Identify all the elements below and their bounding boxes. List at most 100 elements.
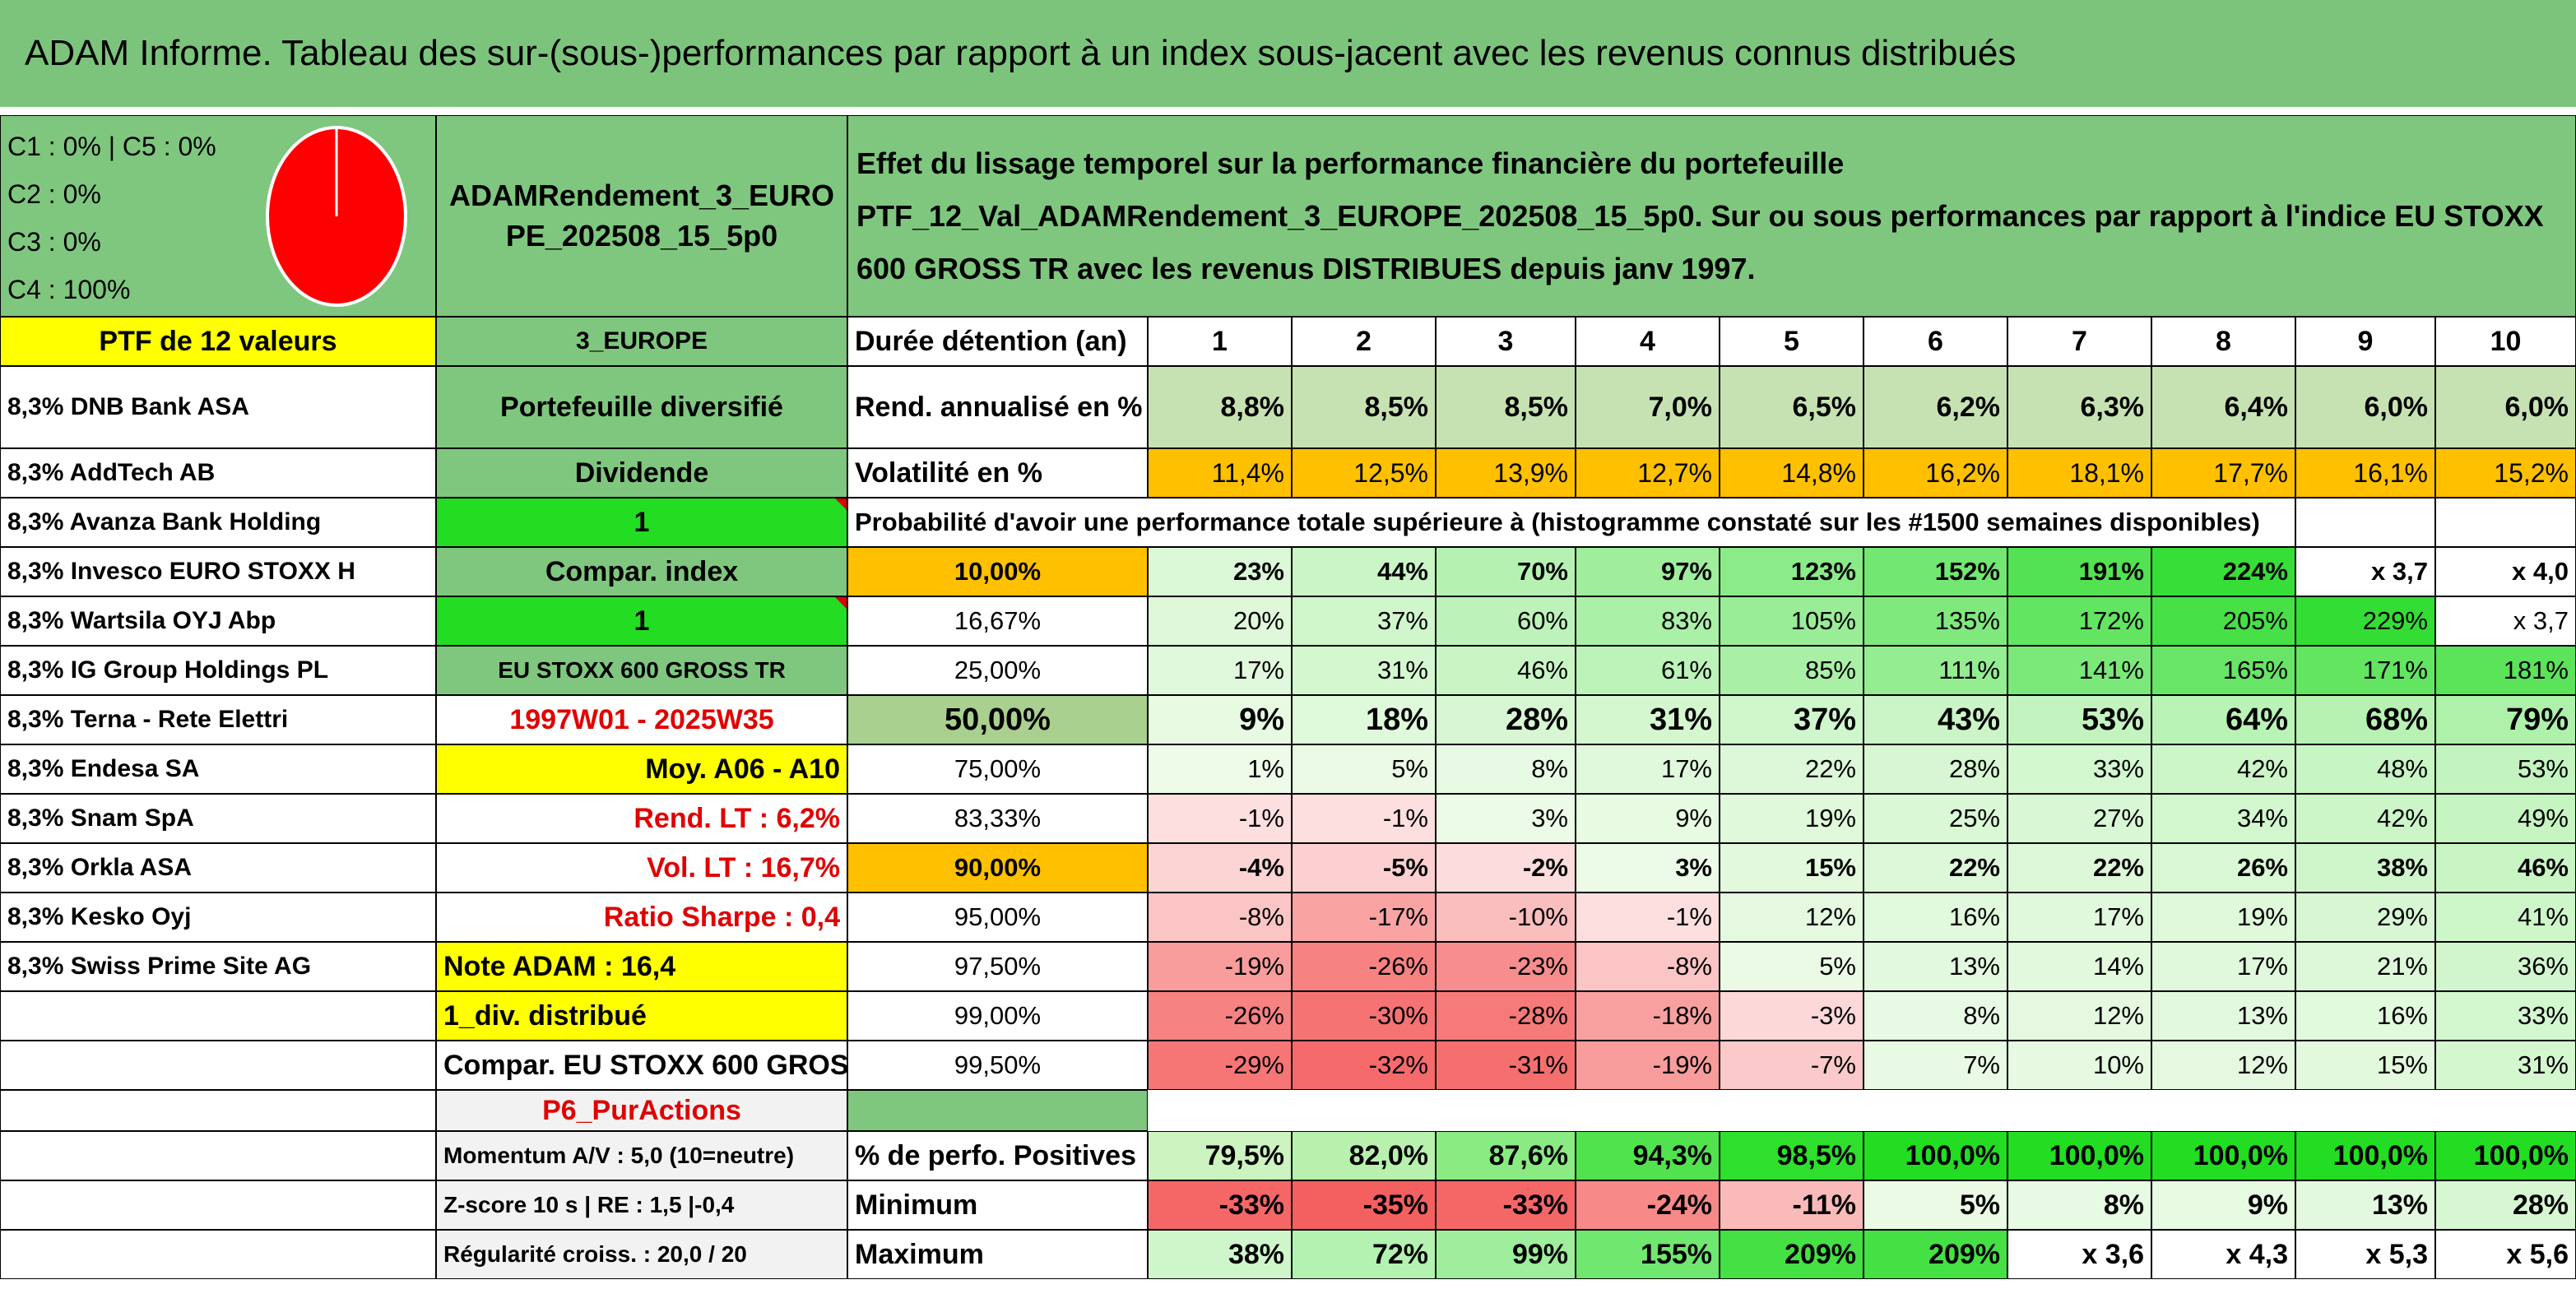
holding-row: 8,3% Kesko Oyj [0, 893, 436, 942]
index-name: EU STOXX 600 GROSS TR [436, 646, 847, 695]
prob-value: 31% [2435, 1041, 2576, 1090]
rend-value: 6,0% [2435, 366, 2576, 448]
prob-value: 53% [2007, 695, 2151, 744]
prob-value: 33% [2435, 991, 2576, 1041]
year-header: 9 [2295, 317, 2435, 366]
prob-value: -30% [1292, 991, 1436, 1041]
rend-value: 6,4% [2151, 366, 2295, 448]
min-value: -11% [1720, 1180, 1864, 1230]
type-cell: Portefeuille diversifié [436, 366, 847, 448]
rend-value: 6,2% [1864, 366, 2007, 448]
min-value: -33% [1436, 1180, 1576, 1230]
prob-value: 26% [2151, 843, 2295, 893]
pos-value: 100,0% [2151, 1131, 2295, 1180]
prob-value: 13% [1864, 942, 2007, 991]
prob-threshold: 99,00% [847, 991, 1148, 1041]
prob-value: -1% [1576, 893, 1720, 942]
prob-value: 25% [1864, 794, 2007, 843]
holding-row: 8,3% Swiss Prime Site AG [0, 942, 436, 991]
prob-value: 15% [1720, 843, 1864, 893]
prob-value: -1% [1292, 794, 1436, 843]
prob-value: 61% [1576, 646, 1720, 695]
holding-row: 8,3% Snam SpA [0, 794, 436, 843]
max-value: 38% [1148, 1230, 1292, 1279]
prob-value: 135% [1864, 596, 2007, 646]
rend-label: Rend. annualisé en % [847, 366, 1148, 448]
prob-value: 28% [1864, 744, 2007, 794]
vol-value: 13,9% [1436, 448, 1576, 498]
empty-cell [0, 1230, 436, 1279]
legend-line-3: C3 : 0% [7, 227, 101, 257]
legend-box: C1 : 0% | C5 : 0% C2 : 0% C3 : 0% C4 : 1… [0, 115, 436, 317]
max-label: Maximum [847, 1230, 1148, 1279]
prob-value: 83% [1576, 596, 1720, 646]
prob-value: -7% [1720, 1041, 1864, 1090]
prob-value: -4% [1148, 843, 1292, 893]
prob-value: -2% [1436, 843, 1576, 893]
prob-threshold: 97,50% [847, 942, 1148, 991]
prob-value: 123% [1720, 547, 1864, 596]
year-header: 8 [2151, 317, 2295, 366]
legend-line-4: C4 : 100% [7, 275, 131, 304]
prob-value: 12% [2007, 991, 2151, 1041]
pos-value: 100,0% [2007, 1131, 2151, 1180]
holding-row: 8,3% DNB Bank ASA [0, 366, 436, 448]
prob-value: -19% [1576, 1041, 1720, 1090]
rend-lt-cell: Rend. LT : 6,2% [436, 794, 847, 843]
prob-value: 5% [1292, 744, 1436, 794]
prob-value: -31% [1436, 1041, 1576, 1090]
max-value: 155% [1576, 1230, 1720, 1279]
vol-value: 14,8% [1720, 448, 1864, 498]
pos-value: 100,0% [2435, 1131, 2576, 1180]
prob-value: 79% [2435, 695, 2576, 744]
empty-cell [0, 1131, 436, 1180]
prob-value: 152% [1864, 547, 2007, 596]
holding-row: 8,3% Orkla ASA [0, 843, 436, 893]
pie-chart [266, 126, 407, 307]
year-header: 10 [2435, 317, 2576, 366]
dividende-label: Dividende [436, 448, 847, 498]
empty-cell [2295, 498, 2435, 547]
prob-threshold: 10,00% [847, 547, 1148, 596]
legend-line-2: C2 : 0% [7, 179, 101, 209]
dividende-value[interactable]: 1 [436, 498, 847, 547]
year-header: 3 [1436, 317, 1576, 366]
rend-value: 6,3% [2007, 366, 2151, 448]
vol-value: 11,4% [1148, 448, 1292, 498]
note-cell: Note ADAM : 16,4 [436, 942, 847, 991]
prob-value: 9% [1576, 794, 1720, 843]
prob-value: 9% [1148, 695, 1292, 744]
holding-row: 8,3% AddTech AB [0, 448, 436, 498]
compar-value[interactable]: 1 [436, 596, 847, 646]
holding-row: 8,3% Wartsila OYJ Abp [0, 596, 436, 646]
prob-value: 28% [1436, 695, 1576, 744]
prob-value: 49% [2435, 794, 2576, 843]
max-value: x 5,6 [2435, 1230, 2576, 1279]
prob-value: 7% [1864, 1041, 2007, 1090]
prob-value: 42% [2151, 744, 2295, 794]
prob-threshold: 75,00% [847, 744, 1148, 794]
prob-value: 31% [1576, 695, 1720, 744]
region-cell: 3_EUROPE [436, 317, 847, 366]
min-value: 5% [1864, 1180, 2007, 1230]
prob-value: 27% [2007, 794, 2151, 843]
vol-value: 16,2% [1864, 448, 2007, 498]
portfolio-code: ADAMRendement_3_EUROPE_202508_15_5p0 [436, 115, 847, 317]
prob-value: -1% [1148, 794, 1292, 843]
year-header: 5 [1720, 317, 1864, 366]
prob-value: 105% [1720, 596, 1864, 646]
rend-value: 6,0% [2295, 366, 2435, 448]
prob-value: -32% [1292, 1041, 1436, 1090]
pos-value: 100,0% [2295, 1131, 2435, 1180]
prob-threshold: 83,33% [847, 794, 1148, 843]
prob-value: 38% [2295, 843, 2435, 893]
div-cell: 1_div. distribué [436, 991, 847, 1041]
prob-value: 17% [2151, 942, 2295, 991]
prob-value: 36% [2435, 942, 2576, 991]
prob-value: x 3,7 [2295, 547, 2435, 596]
holding-row: 8,3% IG Group Holdings PL [0, 646, 436, 695]
prob-value: 17% [1148, 646, 1292, 695]
min-value: -33% [1148, 1180, 1292, 1230]
empty-cell [0, 991, 436, 1041]
prob-value: 18% [1292, 695, 1436, 744]
